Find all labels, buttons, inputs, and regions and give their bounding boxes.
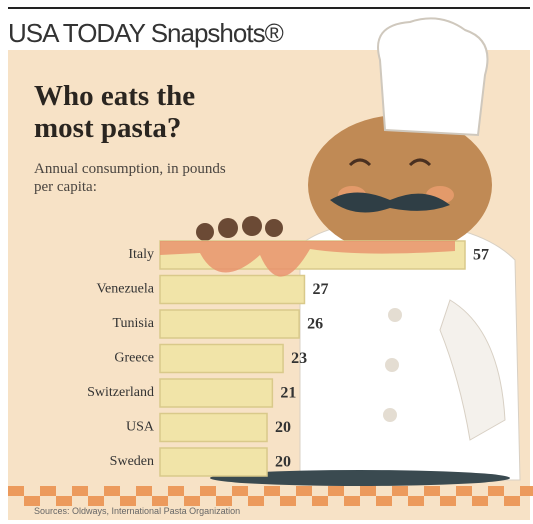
cloth-square [120,496,136,506]
button [385,358,399,372]
bars: Italy 57 Venezuela 27 Tunisia 26 Greece 23 Switz… [87,240,489,477]
cloth-square [312,496,328,506]
finger [196,223,214,241]
bar [159,309,300,339]
chef-face [308,115,492,255]
value-label: 27 [312,281,328,298]
source: Sources: Oldways, International Pasta Or… [34,506,241,516]
category-label: Switzerland [87,385,154,400]
cloth-square [344,496,360,506]
category-label: Italy [128,247,154,262]
value-label: 20 [275,419,291,436]
cloth-square [504,496,520,506]
value-label: 26 [307,316,323,333]
cloth-square [184,496,200,506]
category-label: Tunisia [112,316,154,331]
chef-arm [439,299,506,441]
finger [218,218,238,238]
cloth-square [216,496,232,506]
cloth-square [296,486,312,496]
cloth-square [440,496,456,506]
cloth-square [408,496,424,506]
cloth-square [424,486,440,496]
value-label: 23 [291,350,307,367]
cloth-square [328,486,344,496]
button [388,308,402,322]
finger [265,219,283,237]
bar [159,274,306,305]
sauce [160,241,455,277]
eye [408,158,432,167]
cloth-square [88,496,104,506]
chart-subtitle: Annual consumption, in pounds per capita… [34,161,226,195]
cloth-square [152,496,168,506]
plate [210,470,510,486]
cloth-square [520,486,533,496]
cloth-square [360,486,376,496]
chef-hat [377,17,489,137]
bar [159,412,268,443]
tablecloth [8,486,533,506]
value-label: 57 [473,247,489,264]
button [383,408,397,422]
bar [159,343,284,374]
cloth-square [232,486,248,496]
category-label: Sweden [110,454,154,469]
cloth-square [40,486,56,496]
cloth-square [488,486,504,496]
cloth-square [472,496,488,506]
finger [242,216,262,236]
eye [348,158,372,167]
value-label: 21 [280,385,296,402]
cloth-square [136,486,152,496]
category-label: Greece [114,351,154,366]
cloth-square [104,486,120,496]
cloth-square [392,486,408,496]
bar [159,447,268,477]
bar [159,378,274,408]
cloth-square [8,486,24,496]
cloth-square [280,496,296,506]
cloth-square [200,486,216,496]
cloth-square [24,496,40,506]
cloth-square [72,486,88,496]
mustache [330,192,450,213]
category-label: USA [126,420,155,435]
cloth-square [264,486,280,496]
cloth-square [248,496,264,506]
header: USA TODAY Snapshots® [8,18,284,48]
category-label: Venezuela [96,282,154,297]
chart-title: Who eats the most pasta? [34,80,196,144]
cloth-square [56,496,72,506]
value-label: 20 [275,454,291,471]
cloth-square [376,496,392,506]
cloth-square [168,486,184,496]
cloth-square [456,486,472,496]
